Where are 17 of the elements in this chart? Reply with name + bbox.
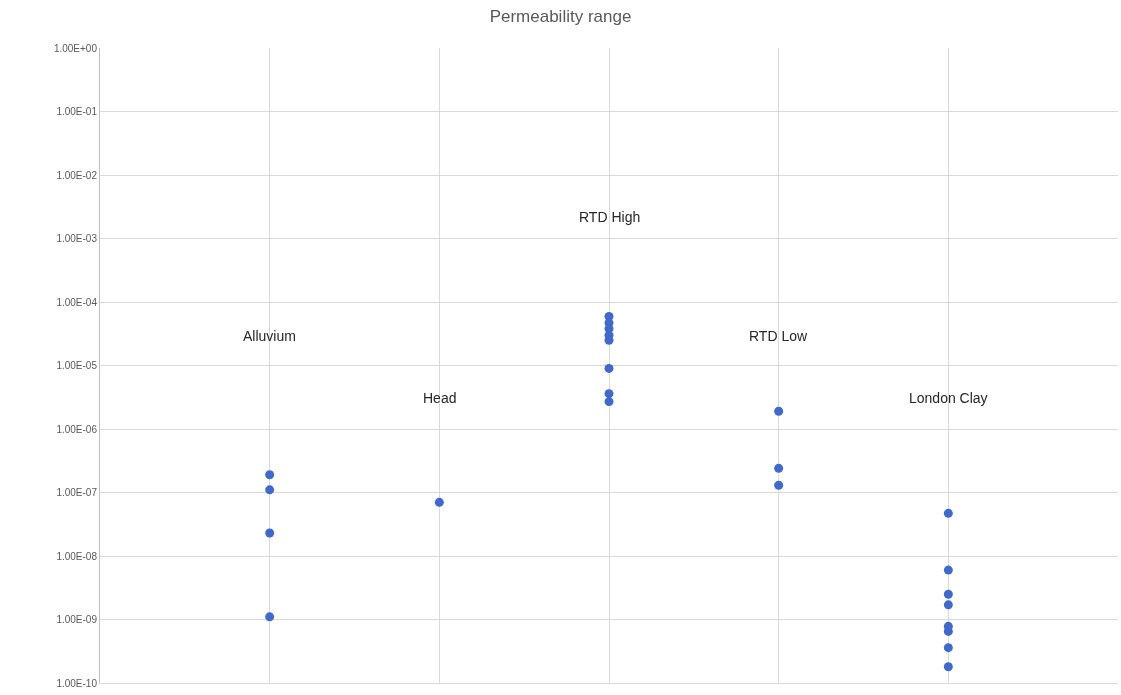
y-tick-label: 1.00E+00 [53,42,98,54]
y-tick-label: 1.00E-02 [56,169,98,181]
y-tick-label: 1.00E-09 [56,614,98,625]
x-tick-label: London Clay [909,390,988,406]
x-tick-label: Head [423,390,457,406]
y-tick-label: 1.00E-07 [56,487,98,498]
chart-title: Permeability range [489,7,632,27]
y-tick-label: 1.00E-08 [56,550,98,562]
x-tick-label: Alluvium [243,328,296,344]
x-tick-label: RTD High [579,209,641,225]
y-tick-label: 1.00E-04 [56,296,98,308]
y-tick-label: 1.00E-06 [56,423,98,435]
y-tick-label: 1.00E-01 [56,106,98,117]
y-tick-label: 1.00E-03 [56,233,98,244]
y-tick-label: 1.00E-10 [56,677,98,689]
x-tick-label: RTD Low [749,328,808,344]
y-tick-label: 1.00E-05 [56,360,98,371]
